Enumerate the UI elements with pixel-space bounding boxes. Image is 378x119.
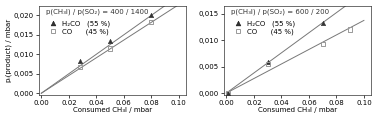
- Point: [320, 43, 326, 45]
- Point: [107, 40, 113, 42]
- Text: p(CH₃I) / p(SO₂) = 400 / 1400: p(CH₃I) / p(SO₂) = 400 / 1400: [46, 8, 149, 15]
- Legend: H₂CO   (55 %), CO      (45 %): H₂CO (55 %), CO (45 %): [45, 20, 110, 35]
- Y-axis label: pᵢ(product) / mbar: pᵢ(product) / mbar: [6, 19, 12, 82]
- Point: [320, 22, 326, 23]
- Point: [77, 60, 83, 62]
- Legend: H₂CO   (55 %), CO      (45 %): H₂CO (55 %), CO (45 %): [230, 20, 296, 35]
- Text: p(CH₃I) / p(SO₂) = 600 / 200: p(CH₃I) / p(SO₂) = 600 / 200: [231, 8, 329, 15]
- X-axis label: Consumed CH₃I / mbar: Consumed CH₃I / mbar: [73, 107, 152, 113]
- Point: [225, 92, 231, 94]
- Point: [107, 47, 113, 49]
- Point: [148, 21, 154, 23]
- Point: [148, 14, 154, 16]
- Point: [265, 61, 271, 63]
- X-axis label: Consumed CH₃I / mbar: Consumed CH₃I / mbar: [258, 107, 337, 113]
- Point: [347, 28, 353, 30]
- Point: [265, 63, 271, 65]
- Point: [225, 92, 231, 94]
- Point: [77, 66, 83, 68]
